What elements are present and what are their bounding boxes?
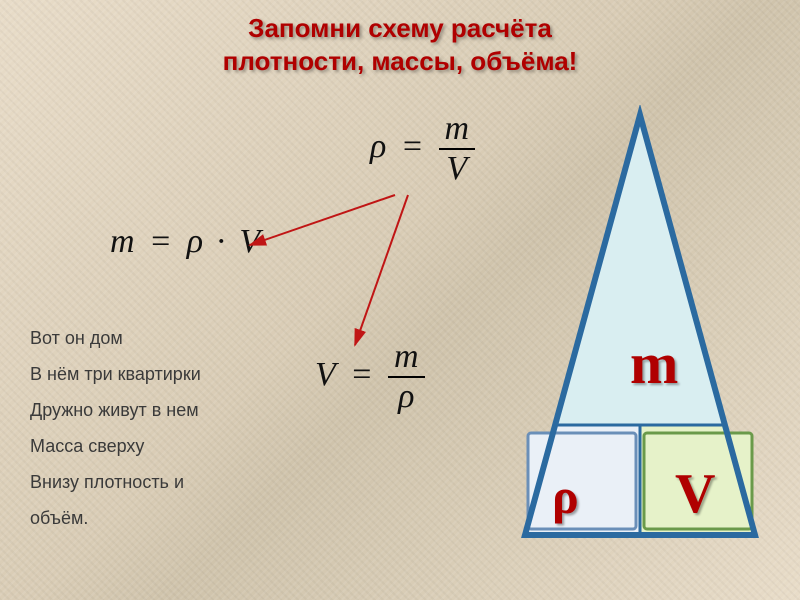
numerator: m bbox=[439, 112, 476, 148]
poem-line: Масса сверху bbox=[30, 428, 201, 464]
triangle-bottom-left-box bbox=[528, 433, 636, 529]
numerator: m bbox=[388, 340, 425, 376]
triangle-label-m: m bbox=[630, 330, 678, 397]
formula-density: ρ = m V bbox=[370, 112, 475, 186]
density-triangle: m ρ V bbox=[500, 105, 780, 545]
equals-sign: = bbox=[344, 356, 379, 393]
symbol-m: m bbox=[110, 223, 135, 260]
fraction: m ρ bbox=[388, 340, 425, 414]
poem-line: Вот он дом bbox=[30, 320, 201, 356]
symbol-rho: ρ bbox=[370, 128, 386, 165]
triangle-svg bbox=[500, 105, 780, 545]
poem-line: Дружно живут в нем bbox=[30, 392, 201, 428]
heading-line-1: Запомни схему расчёта bbox=[0, 12, 800, 45]
denominator: ρ bbox=[388, 376, 425, 414]
poem-line: В нём три квартирки bbox=[30, 356, 201, 392]
triangle-label-V: V bbox=[675, 462, 715, 526]
multiply-dot: · bbox=[212, 223, 231, 260]
formula-volume: V = m ρ bbox=[315, 340, 425, 414]
triangle-label-rho: ρ bbox=[552, 467, 579, 525]
heading: Запомни схему расчёта плотности, массы, … bbox=[0, 12, 800, 77]
equals-sign: = bbox=[395, 128, 430, 165]
heading-line-2: плотности, массы, объёма! bbox=[0, 45, 800, 78]
equals-sign: = bbox=[143, 223, 178, 260]
mnemonic-poem: Вот он дом В нём три квартирки Дружно жи… bbox=[30, 320, 201, 536]
fraction: m V bbox=[439, 112, 476, 186]
poem-line: Внизу плотность и bbox=[30, 464, 201, 500]
denominator: V bbox=[439, 148, 476, 186]
symbol-V: V bbox=[315, 356, 336, 393]
formula-mass: m = ρ · V bbox=[110, 225, 260, 259]
poem-line: объём. bbox=[30, 500, 201, 536]
factor-rho: ρ bbox=[187, 223, 203, 260]
factor-V: V bbox=[239, 223, 260, 260]
